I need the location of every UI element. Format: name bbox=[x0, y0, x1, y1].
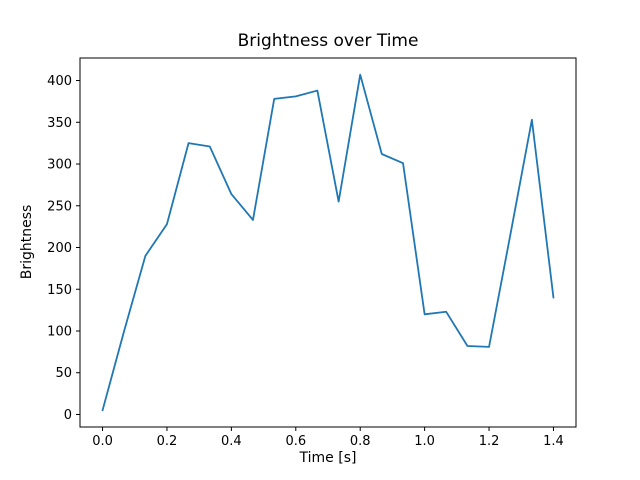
y-tick-label: 300 bbox=[47, 158, 72, 173]
x-tick-label: 1.0 bbox=[414, 434, 435, 449]
x-tick-label: 0.8 bbox=[350, 434, 371, 449]
x-tick-label: 1.2 bbox=[479, 434, 500, 449]
axes-spines bbox=[79, 57, 577, 428]
y-tick-label: 350 bbox=[47, 116, 72, 131]
data-line-brightness bbox=[101, 73, 555, 412]
chart-title: Brightness over Time bbox=[237, 31, 419, 51]
y-axis-label: Brightness bbox=[19, 204, 35, 280]
y-tick-label: 50 bbox=[55, 366, 72, 381]
y-tick-label: 100 bbox=[47, 324, 72, 339]
x-tick-label: 0.4 bbox=[221, 434, 242, 449]
y-tick-label: 150 bbox=[47, 283, 72, 298]
y-tick-label: 0 bbox=[64, 408, 72, 423]
x-tick-label: 1.4 bbox=[543, 434, 564, 449]
y-tick-label: 250 bbox=[47, 199, 72, 214]
y-tick-label: 400 bbox=[47, 74, 72, 89]
x-tick-label: 0.6 bbox=[285, 434, 306, 449]
x-tick-label: 0.0 bbox=[92, 434, 113, 449]
x-tick-label: 0.2 bbox=[157, 434, 178, 449]
x-axis-label: Time [s] bbox=[299, 450, 357, 466]
y-tick-label: 200 bbox=[47, 241, 72, 256]
